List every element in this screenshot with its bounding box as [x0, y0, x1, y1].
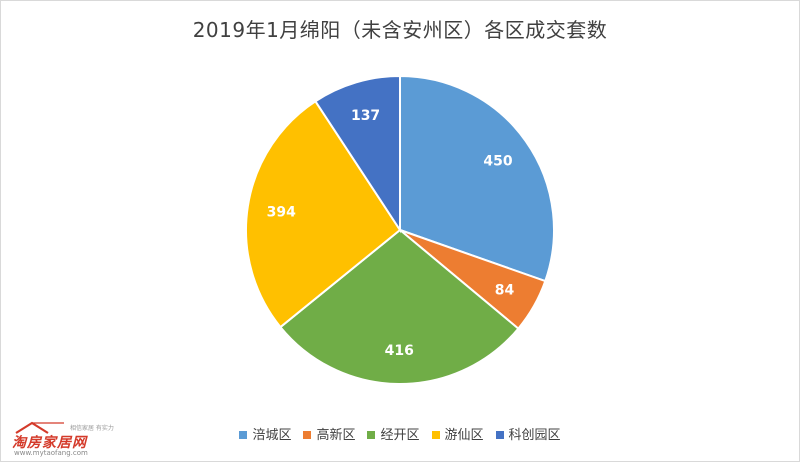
watermark-url: www.mytaofang.com — [14, 449, 88, 457]
legend-label-1: 涪城区 — [252, 428, 292, 443]
legend-item-3: 经开区 — [367, 424, 420, 443]
pie-slice-1 — [399, 74, 555, 283]
legend-swatch-5 — [495, 430, 504, 439]
legend-label-5: 科创园区 — [508, 428, 561, 443]
watermark-slogan: 相信家居 有实力 — [70, 425, 114, 432]
data-label-2: 84 — [495, 282, 515, 298]
legend-swatch-2 — [303, 430, 312, 439]
legend-swatch-1 — [239, 430, 248, 439]
pie-slice-4 — [245, 99, 402, 329]
legend-label-2: 高新区 — [316, 428, 356, 443]
legend-swatch-3 — [367, 430, 376, 439]
legend-item-2: 高新区 — [303, 424, 355, 443]
legend-item-5: 科创园区 — [495, 424, 561, 443]
legend-item-4: 游仙区 — [431, 424, 484, 443]
house-roof-icon — [15, 421, 64, 434]
legend-item-1: 涪城区 — [239, 424, 291, 443]
legend-label-3: 经开区 — [380, 428, 420, 443]
legend-label-4: 游仙区 — [444, 428, 484, 443]
pie-slice-3 — [279, 228, 520, 385]
chart-title: 2019年1月绵阳（未含安州区）各区成交套数 — [192, 18, 608, 42]
chart-legend: 涪城区 高新区 经开区 游仙区 科创园区 — [0, 424, 800, 443]
data-label-3: 416 — [385, 343, 414, 359]
pie-slice-5 — [314, 74, 401, 234]
data-label-4: 394 — [267, 205, 296, 221]
data-label-1: 450 — [483, 154, 512, 170]
watermark-brand: 淘房家居网 — [12, 435, 87, 451]
watermark-logo: 相信家居 有实力 淘房家居网 www.mytaofang.com — [12, 420, 122, 458]
data-label-5: 137 — [351, 108, 380, 124]
legend-swatch-4 — [431, 430, 440, 439]
